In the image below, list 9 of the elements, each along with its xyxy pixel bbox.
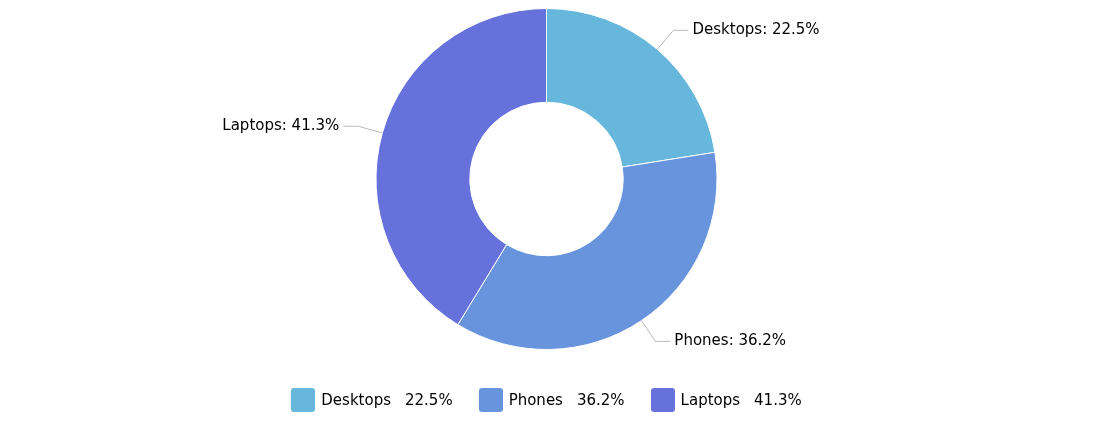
text: 22.5%	[404, 391, 453, 409]
data-label: Phones: 36.2%	[674, 331, 787, 350]
data-label: Laptops: 41.3%	[222, 116, 340, 135]
legend-label: Desktops	[321, 391, 391, 409]
legend-label: Phones	[508, 391, 563, 409]
legend-label: Laptops	[680, 391, 741, 409]
text: 36.2%	[576, 391, 625, 409]
data-label: Desktops: 22.5%	[692, 20, 820, 39]
text: 41.3%	[754, 391, 802, 409]
